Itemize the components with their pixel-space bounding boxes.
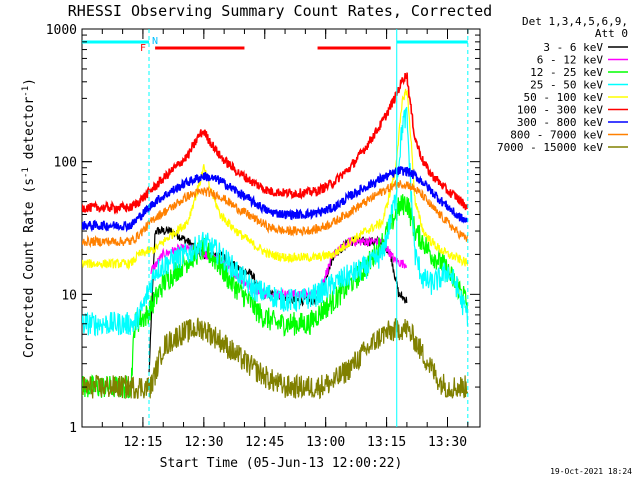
x-axis-label: Start Time (05-Jun-13 12:00:22) xyxy=(160,456,403,471)
series-line-5 xyxy=(82,72,469,215)
x-tick-label: 12:30 xyxy=(184,435,223,450)
plot-frame xyxy=(81,28,481,428)
y-tick-label: 1000 xyxy=(46,23,77,38)
series-line-7 xyxy=(82,179,469,249)
legend-header-line2: Att 0 xyxy=(595,27,628,40)
legend-label-8: 7000 - 15000 keV xyxy=(497,141,603,154)
legend-header-line1: Det 1,3,4,5,6,9, xyxy=(522,15,628,28)
legend-label-7: 800 - 7000 keV xyxy=(510,129,603,142)
series-line-8 xyxy=(82,317,469,400)
series-line-3 xyxy=(82,106,469,337)
series-line-4 xyxy=(82,88,469,271)
legend-label-6: 300 - 800 keV xyxy=(517,116,603,129)
flag-f-label: F xyxy=(140,43,146,54)
chart-title: RHESSI Observing Summary Count Rates, Co… xyxy=(68,2,492,20)
series-line-6 xyxy=(82,166,469,233)
legend-label-3: 25 - 50 keV xyxy=(530,79,603,92)
x-tick-label: 13:30 xyxy=(428,435,467,450)
y-axis-label: Corrected Count Rate (s-1 detector-1) xyxy=(21,78,37,358)
legend-label-2: 12 - 25 keV xyxy=(530,66,603,79)
series-line-2 xyxy=(82,194,469,399)
legend-label-0: 3 - 6 keV xyxy=(543,41,603,54)
x-tick-label: 12:15 xyxy=(123,435,162,450)
generated-timestamp: 19-Oct-2021 18:24 xyxy=(550,467,632,476)
series-layer xyxy=(82,72,469,400)
flag-n-label: N xyxy=(152,36,158,47)
legend-label-4: 50 - 100 keV xyxy=(524,91,604,104)
x-tick-label: 12:45 xyxy=(245,435,284,450)
legend-label-1: 6 - 12 keV xyxy=(537,54,604,67)
ticks-layer: 1 10 100 1000 12:15 12:30 12:45 13:00 13:15 13:30 xyxy=(46,23,480,450)
plot-area: FN 1 10 100 1000 12:15 12:30 12:45 13:00 13:15 13… xyxy=(46,23,481,450)
y-tick-label: 1 xyxy=(69,421,77,436)
x-tick-label: 13:00 xyxy=(306,435,345,450)
annotation-layer: FN xyxy=(82,29,469,427)
y-tick-label: 10 xyxy=(61,288,77,303)
y-tick-label: 100 xyxy=(54,156,77,171)
x-tick-label: 13:15 xyxy=(367,435,406,450)
legend-label-5: 100 - 300 keV xyxy=(517,104,603,117)
